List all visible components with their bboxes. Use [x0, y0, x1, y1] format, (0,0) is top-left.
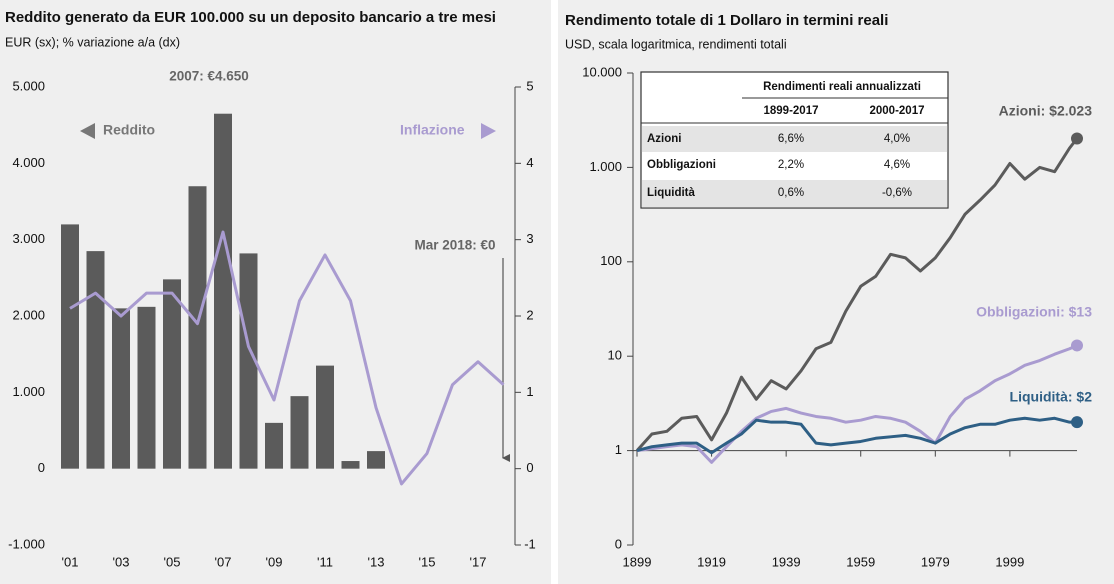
y2-tick-label: 4 [526, 155, 533, 170]
bar [214, 113, 232, 469]
end-label: Liquidità: $2 [1010, 389, 1093, 405]
y-tick-label: 1 [615, 442, 622, 457]
panel-left [0, 0, 551, 584]
chart-subtitle: USD, scala logaritmica, rendimenti total… [565, 37, 787, 51]
table-row-label: Liquidità [647, 187, 696, 199]
bar [367, 451, 385, 469]
chart-title: Reddito generato da EUR 100.000 su un de… [5, 9, 496, 26]
annotation: 2007: €4.650 [169, 69, 249, 84]
x-tick-label: 1999 [995, 554, 1024, 569]
y2-tick-label: -1 [524, 536, 536, 551]
y-tick-label: -1.000 [8, 536, 45, 551]
y-tick-label: 1.000 [589, 159, 622, 174]
y2-tick-label: 3 [526, 231, 533, 246]
table-title: Rendimenti reali annualizzati [763, 81, 921, 93]
chart-left: -1.000 0 1.000 2.000 3.000 4.000 5.000 -1 0 1 2 3 4 5… [8, 69, 536, 570]
table-row-bg [641, 180, 948, 208]
x-tick-label: '01 [62, 554, 79, 569]
x-tick-label: '03 [113, 554, 130, 569]
y2-tick-label: 1 [526, 384, 533, 399]
x-tick-label: '05 [164, 554, 181, 569]
x-tick-label: '17 [470, 554, 487, 569]
legend-label: Reddito [103, 122, 155, 138]
table-row-label: Obbligazioni [647, 159, 716, 171]
x-tick-label: 1899 [623, 554, 652, 569]
chart-right: 0 1 10 100 1.000 10.000 1899 1919 1939 1959 1979 19… [582, 64, 1092, 569]
table-cell: 4,6% [884, 159, 910, 171]
y-tick-label: 0 [615, 536, 622, 551]
table-header: 1899-2017 [764, 105, 819, 117]
legend-label: Inflazione [400, 122, 465, 138]
end-marker [1071, 416, 1083, 429]
x-tick-label: '11 [317, 554, 333, 569]
x-tick-label: 1979 [921, 554, 950, 569]
x-tick-label: '13 [368, 554, 385, 569]
table-cell: -0,6% [882, 187, 912, 199]
bar [341, 461, 360, 469]
x-tick-label: '15 [419, 554, 436, 569]
table-cell: 4,0% [884, 133, 910, 145]
x-tick-label: 1959 [846, 554, 875, 569]
annotation: Mar 2018: €0 [414, 238, 495, 253]
bar [290, 396, 309, 469]
end-label: Azioni: $2.023 [999, 103, 1093, 119]
table-header: 2000-2017 [870, 105, 925, 117]
table-row-label: Azioni [647, 133, 682, 145]
bar [188, 186, 207, 469]
line [69, 230, 505, 486]
bar [163, 279, 181, 469]
bar [239, 253, 258, 469]
x-tick-label: 1939 [772, 554, 801, 569]
line [636, 344, 1078, 464]
y2-tick-label: 2 [526, 307, 533, 322]
y2-tick-label: 0 [526, 460, 533, 475]
y-tick-label: 0 [38, 460, 45, 475]
legend-arrow [80, 123, 95, 139]
bar [265, 422, 283, 469]
y-tick-label: 10 [608, 348, 622, 363]
y-tick-label: 1.000 [12, 384, 45, 399]
x-tick-label: '09 [266, 554, 283, 569]
y-tick-label: 2.000 [12, 307, 45, 322]
table-cell: 6,6% [778, 133, 804, 145]
end-label: Obbligazioni: $13 [976, 304, 1092, 320]
chart-subtitle: EUR (sx); % variazione a/a (dx) [5, 35, 180, 49]
table-cell: 2,2% [778, 159, 804, 171]
y2-tick-label: 5 [526, 78, 533, 93]
bar [86, 251, 105, 469]
y-tick-label: 4.000 [12, 155, 45, 170]
bar [112, 308, 130, 469]
bar [316, 365, 334, 469]
bar [137, 306, 156, 469]
line [636, 416, 1077, 455]
table-row-bg [641, 126, 948, 152]
x-tick-label: '07 [215, 554, 232, 569]
y-tick-label: 5.000 [12, 78, 45, 93]
y-tick-label: 100 [600, 253, 622, 268]
end-marker [1071, 339, 1083, 352]
chart-title: Rendimento totale di 1 Dollaro in termin… [565, 12, 888, 29]
legend-arrow [481, 123, 496, 139]
y-tick-label: 10.000 [582, 64, 622, 79]
table-cell: 0,6% [778, 187, 804, 199]
end-marker [1071, 132, 1083, 145]
bar [61, 224, 79, 469]
line [635, 137, 1079, 452]
y-tick-label: 3.000 [12, 231, 45, 246]
x-tick-label: 1919 [697, 554, 726, 569]
